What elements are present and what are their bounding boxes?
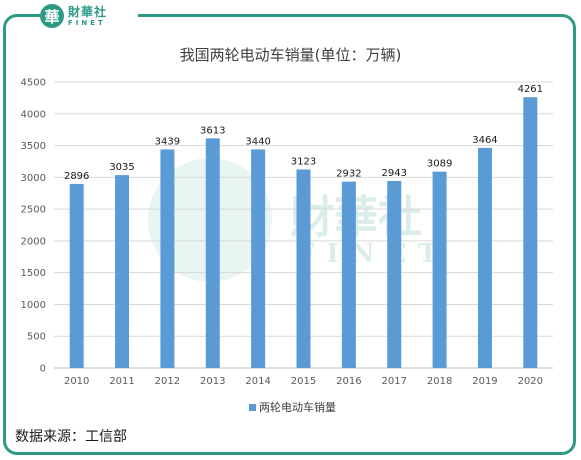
bar-2015 — [296, 169, 311, 368]
watermark-logo-en: FINET — [296, 239, 450, 269]
logo-cn-text: 財華社 — [68, 4, 108, 19]
logo-en-text: FINET — [68, 18, 106, 27]
data-label-2011: 3035 — [109, 162, 134, 173]
legend-swatch — [249, 404, 256, 411]
bar-2020 — [523, 97, 538, 368]
data-label-2016: 2932 — [336, 169, 361, 180]
bar-2017 — [387, 180, 402, 368]
x-tick-label: 2013 — [200, 376, 225, 387]
x-tick-label: 2016 — [336, 376, 361, 387]
bar-2014 — [251, 149, 266, 368]
data-label-2019: 3464 — [472, 135, 497, 146]
x-tick-label: 2015 — [291, 376, 316, 387]
logo-mark-icon: 華 — [40, 4, 64, 28]
y-tick-label: 2000 — [21, 236, 46, 247]
y-tick-label: 0 — [40, 364, 46, 375]
y-tick-label: 4500 — [21, 78, 46, 89]
x-tick-label: 2018 — [427, 376, 452, 387]
y-tick-label: 3000 — [21, 173, 46, 184]
bar-2018 — [432, 171, 447, 368]
chart-title: 我国两轮电动车销量(单位：万辆) — [179, 46, 402, 64]
data-label-2013: 3613 — [200, 125, 225, 136]
x-tick-label: 2017 — [382, 376, 407, 387]
bar-2012 — [160, 149, 175, 368]
source-note: 数据来源：工信部 — [15, 429, 127, 445]
y-tick-label: 1000 — [21, 300, 46, 311]
bars: 2896 3035 3439 3613 3440 3123 2932 2943 3089 3464… — [64, 84, 543, 368]
legend: 两轮电动车销量 — [249, 400, 336, 414]
bar-2011 — [115, 175, 130, 368]
bar-2010 — [69, 183, 84, 368]
x-tick-label: 2010 — [64, 376, 89, 387]
x-tick-label: 2014 — [245, 376, 270, 387]
x-tick-label: 2011 — [109, 376, 134, 387]
y-axis: 0 500 1000 1500 2000 2500 3000 3500 4000 4500 — [21, 78, 46, 375]
x-tick-label: 2020 — [518, 376, 543, 387]
y-tick-label: 3500 — [21, 141, 46, 152]
y-tick-label: 4000 — [21, 109, 46, 120]
bar-2019 — [477, 147, 492, 368]
x-axis: 2010 2011 2012 2013 2014 2015 2016 2017 2018 2019… — [64, 376, 543, 387]
legend-label: 两轮电动车销量 — [259, 400, 336, 414]
data-label-2012: 3439 — [155, 136, 180, 147]
x-tick-label: 2012 — [155, 376, 180, 387]
bar-2013 — [205, 138, 220, 368]
bar-2016 — [341, 181, 356, 368]
data-label-2017: 2943 — [382, 168, 407, 179]
data-label-2018: 3089 — [427, 159, 452, 170]
y-tick-label: 500 — [27, 332, 46, 343]
data-label-2010: 2896 — [64, 171, 89, 182]
y-tick-label: 1500 — [21, 268, 46, 279]
x-tick-label: 2019 — [472, 376, 497, 387]
data-label-2020: 4261 — [518, 84, 543, 95]
data-label-2015: 3123 — [291, 157, 316, 168]
finet-logo: 華 財華社 FINET — [40, 2, 138, 30]
data-label-2014: 3440 — [245, 136, 270, 147]
y-tick-label: 2500 — [21, 205, 46, 216]
